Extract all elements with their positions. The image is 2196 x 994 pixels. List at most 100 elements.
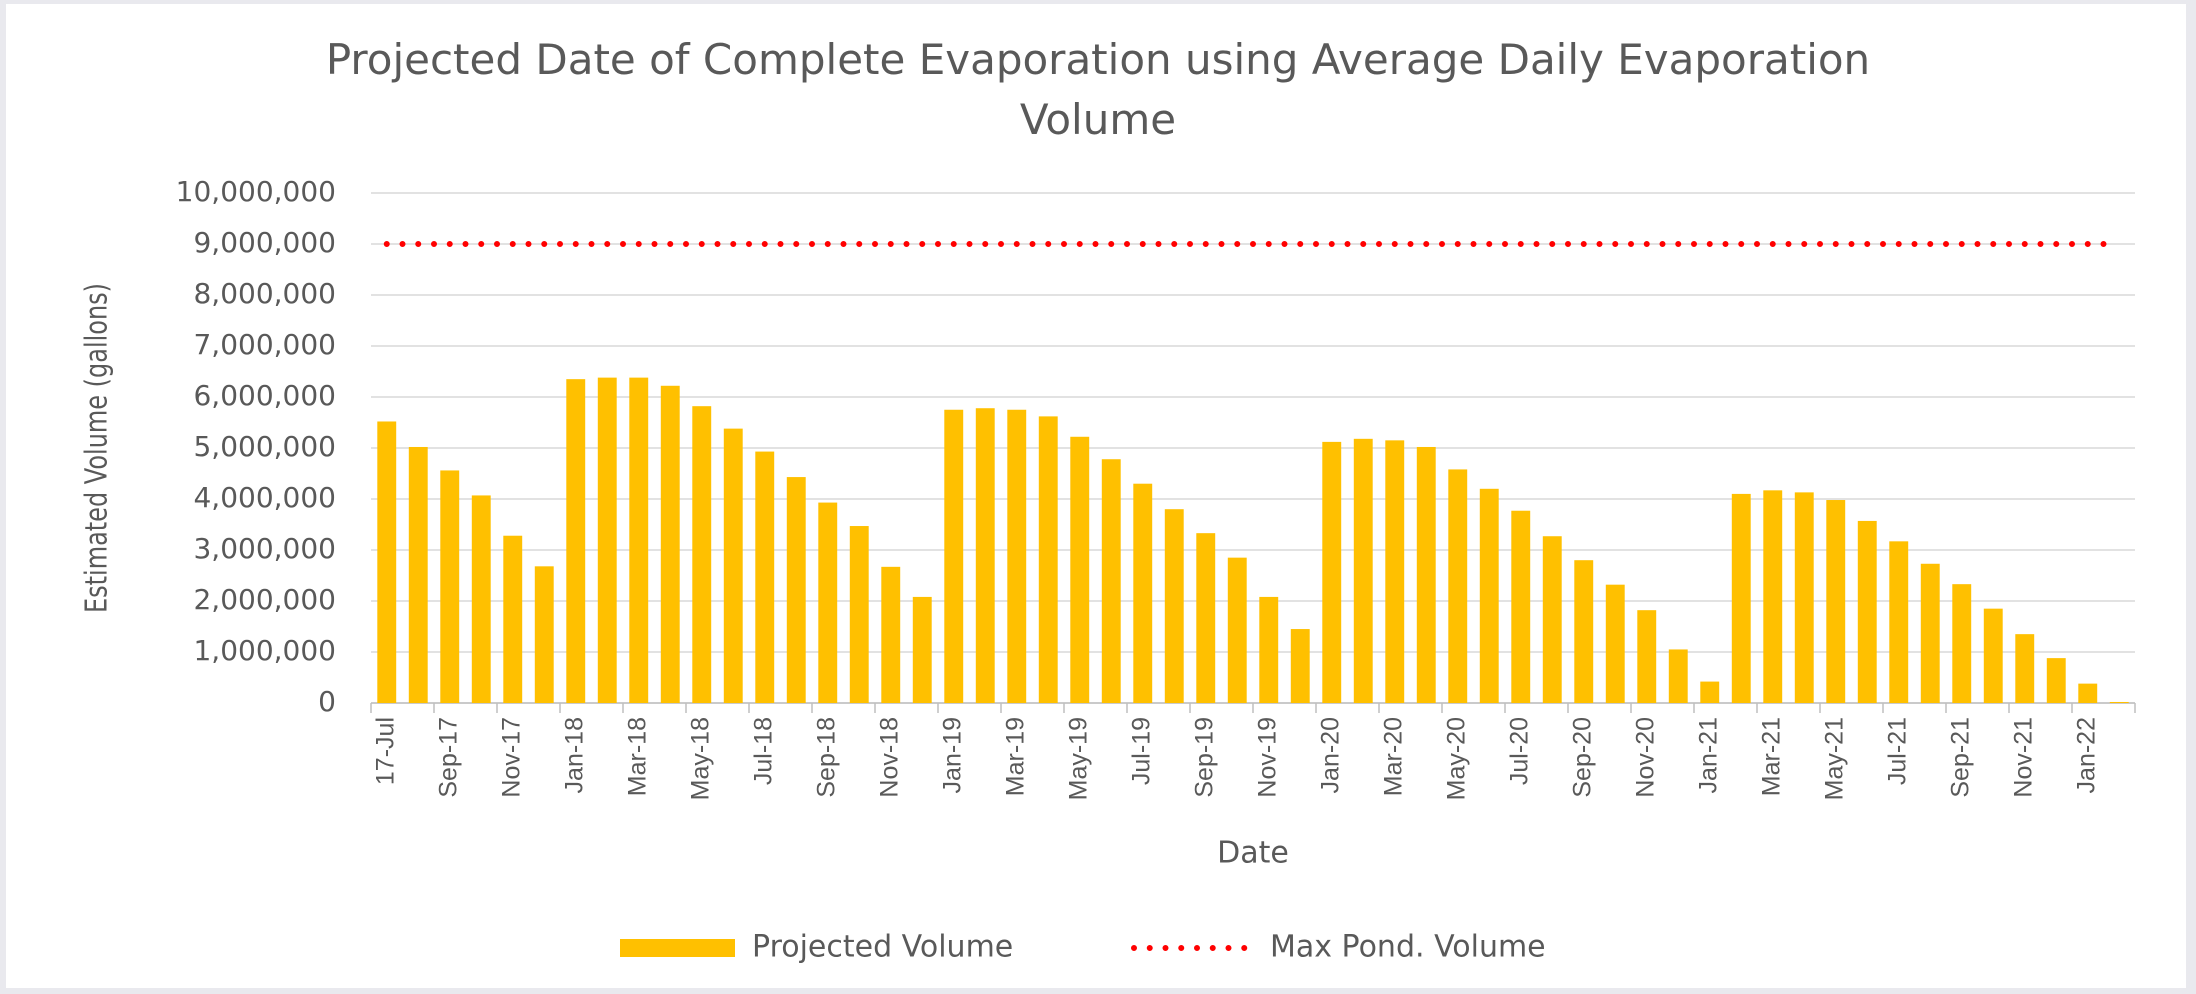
bar — [2015, 634, 2035, 703]
x-tick-label: 17-Jul — [371, 717, 399, 785]
bar — [471, 495, 491, 703]
bar — [1101, 459, 1121, 703]
x-tick-label: Mar-18 — [623, 717, 651, 796]
x-tick-label: Nov-19 — [1253, 717, 1281, 798]
bar — [2046, 658, 2066, 703]
bar — [1196, 533, 1216, 703]
y-axis-title: Estimated Volume (gallons) — [80, 283, 114, 613]
x-tick-label: Jul-21 — [1883, 717, 1911, 785]
bar — [1353, 438, 1373, 703]
y-tick-label: 0 — [318, 685, 336, 718]
x-tick-label: Sep-21 — [1946, 717, 1974, 798]
x-tick-label: Mar-19 — [1001, 717, 1029, 796]
x-tick-label: Jan-19 — [938, 717, 966, 793]
y-tick-label: 5,000,000 — [193, 430, 336, 463]
bar — [849, 526, 869, 703]
x-tick-label: Nov-18 — [875, 717, 903, 798]
chart-area — [6, 4, 2186, 988]
x-tick-label: Sep-17 — [434, 717, 462, 798]
y-tick-label: 10,000,000 — [176, 175, 336, 208]
x-tick-label: Jan-21 — [1694, 717, 1722, 793]
bar — [2078, 683, 2098, 703]
bar — [1511, 510, 1531, 703]
bar — [1259, 596, 1279, 703]
bar — [660, 385, 680, 703]
bar — [597, 377, 617, 703]
x-tick-label: Jan-20 — [1316, 717, 1344, 793]
bar — [755, 451, 775, 703]
legend-label: Projected Volume — [752, 930, 1013, 965]
bar — [1731, 493, 1751, 703]
bar — [2109, 701, 2129, 703]
y-tick-label: 9,000,000 — [193, 226, 336, 259]
x-tick-label: May-18 — [686, 717, 714, 800]
bar — [503, 535, 523, 703]
bar — [1542, 536, 1562, 703]
y-tick-label: 3,000,000 — [193, 532, 336, 565]
x-tick-label: Mar-21 — [1757, 717, 1785, 796]
bar — [1164, 509, 1184, 703]
bar — [881, 566, 901, 703]
bar — [1070, 436, 1090, 703]
y-tick-label: 1,000,000 — [193, 634, 336, 667]
bar — [1668, 649, 1688, 703]
chart-title: Projected Date of Complete Evaporation u… — [325, 35, 1871, 144]
y-tick-label: 7,000,000 — [193, 328, 336, 361]
x-tick-label: Nov-20 — [1631, 717, 1659, 798]
legend-swatch — [620, 939, 735, 957]
bar — [1700, 681, 1720, 703]
bar — [786, 477, 806, 703]
bar — [440, 470, 460, 703]
x-tick-label: Nov-17 — [497, 717, 525, 798]
bar — [1322, 441, 1342, 703]
y-tick-label: 4,000,000 — [193, 481, 336, 514]
bar — [1794, 492, 1814, 703]
x-tick-label: Jul-20 — [1505, 717, 1533, 785]
x-tick-label: Jan-18 — [560, 717, 588, 793]
bar — [1857, 520, 1877, 703]
x-tick-label: May-20 — [1442, 717, 1470, 800]
bar — [1637, 610, 1657, 703]
bar — [1605, 584, 1625, 703]
x-tick-label: Jul-18 — [749, 717, 777, 785]
x-axis-title: Date — [1217, 836, 1289, 871]
bar — [566, 379, 586, 703]
x-tick-label: Jul-19 — [1127, 717, 1155, 785]
bar — [1920, 563, 1940, 703]
x-tick-label: May-21 — [1820, 717, 1848, 800]
y-tick-label: 6,000,000 — [193, 379, 336, 412]
bar — [1889, 541, 1909, 703]
bar — [912, 596, 932, 703]
x-tick-label: Mar-20 — [1379, 717, 1407, 796]
x-tick-label: Sep-18 — [812, 717, 840, 798]
bar — [534, 566, 554, 703]
bar — [1763, 490, 1783, 703]
bar — [629, 377, 649, 703]
x-tick-label: Sep-19 — [1190, 717, 1218, 798]
bar — [944, 409, 964, 703]
bar — [1448, 469, 1468, 703]
bar — [692, 406, 712, 703]
bar — [1038, 416, 1058, 703]
bar — [818, 502, 838, 703]
x-tick-label: May-19 — [1064, 717, 1092, 800]
bar — [975, 408, 995, 703]
bar — [1952, 584, 1972, 703]
bar — [1227, 557, 1247, 703]
x-tick-label: Sep-20 — [1568, 717, 1596, 798]
bar — [1290, 629, 1310, 703]
bar — [1574, 560, 1594, 703]
x-tick-label: Jan-22 — [2072, 717, 2100, 793]
bar — [1983, 608, 2003, 703]
bar — [1385, 440, 1405, 703]
bar — [1133, 483, 1153, 703]
bar — [408, 446, 428, 703]
x-tick-label: Nov-21 — [2009, 717, 2037, 798]
bar — [1826, 500, 1846, 703]
y-tick-label: 2,000,000 — [193, 583, 336, 616]
bar — [1479, 488, 1499, 703]
bar — [723, 428, 743, 703]
bar — [1416, 446, 1436, 703]
